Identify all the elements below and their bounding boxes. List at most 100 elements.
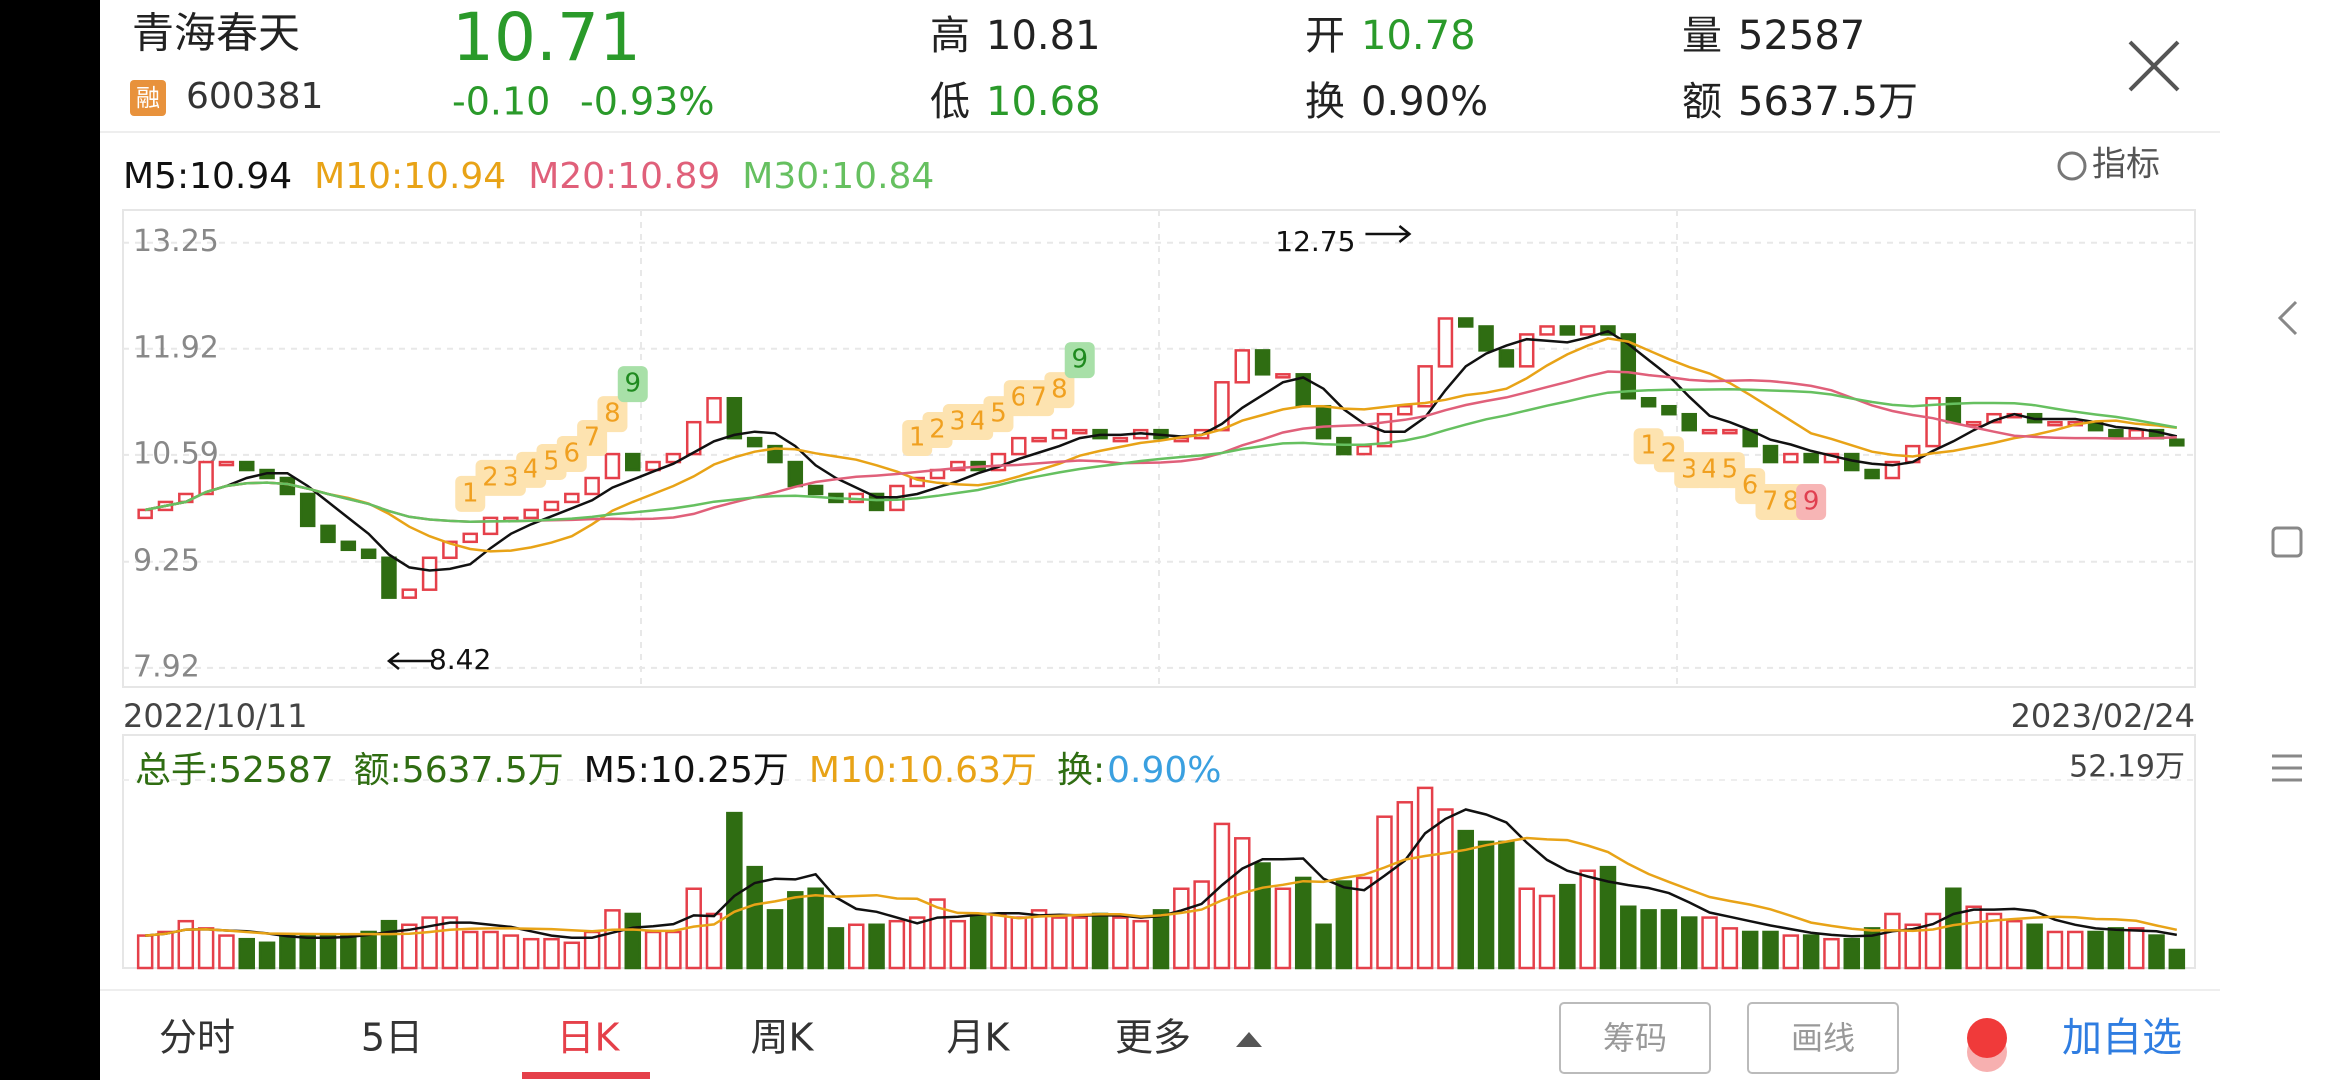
td-label: 4 (970, 407, 987, 437)
volume-bar (990, 912, 1007, 970)
candle-body (1051, 428, 1068, 440)
volume-bar (1823, 937, 1840, 970)
td-label: 2 (929, 415, 946, 445)
candle-body (1397, 404, 1413, 416)
tool-button[interactable]: 画线 (1791, 1019, 1855, 1057)
candle-body (1681, 412, 1697, 432)
volume-bar (563, 941, 581, 970)
volume-bar (644, 930, 662, 970)
volume-legend: 总手:52587 (135, 750, 334, 791)
candle-body (1803, 452, 1819, 464)
y-tick-label: 13.25 (133, 224, 219, 259)
tab[interactable]: 周K (751, 1016, 815, 1060)
candle-body (909, 476, 925, 488)
tool-button[interactable]: 筹码 (1603, 1019, 1667, 1057)
td-label: 9 (624, 369, 641, 399)
volume-bar (868, 923, 885, 970)
y-tick-label: 9.25 (133, 543, 200, 578)
volume-bar (1335, 880, 1353, 970)
volume-bar (1173, 887, 1190, 970)
td-badge (1064, 342, 1095, 379)
stat-label: 量 (1682, 13, 1722, 59)
td-label: 1 (909, 423, 926, 453)
volume-bar (787, 891, 804, 970)
candle-body (645, 460, 661, 472)
volume-bar (177, 919, 195, 970)
candle-body (442, 540, 458, 560)
tab[interactable]: 5日 (361, 1016, 423, 1060)
volume-bar (421, 916, 438, 970)
td-label: 6 (1742, 471, 1759, 501)
badge: 融 (136, 84, 160, 112)
stat-label: 高 (930, 13, 970, 59)
td-label: 5 (1722, 455, 1739, 485)
candle-body (1478, 325, 1494, 352)
ma-line (144, 387, 2178, 523)
candle-body (1640, 396, 1657, 408)
tab[interactable]: 月K (947, 1016, 1011, 1060)
close-button[interactable] (2128, 40, 2180, 92)
home-icon[interactable] (2271, 526, 2303, 558)
volume-bar (461, 930, 479, 970)
volume-bar (360, 930, 377, 970)
td-badge (617, 366, 648, 403)
stat-value: 10.68 (986, 79, 1101, 125)
menu-icon[interactable] (2272, 754, 2302, 782)
volume-bar (766, 909, 784, 970)
candle-body (1498, 349, 1515, 368)
volume-bar (1457, 829, 1475, 970)
volume-legend: M5:10.25万 (584, 750, 789, 791)
add-watchlist[interactable]: 加自选 (2062, 1015, 2182, 1061)
candle-body (1518, 333, 1535, 368)
indicator-button[interactable]: 指标 (2092, 145, 2160, 185)
volume-bar (1579, 869, 1596, 970)
volume-bar (319, 934, 337, 970)
td-badge (1044, 372, 1075, 409)
stat-label: 额 (1682, 79, 1722, 125)
tab[interactable]: 分时 (159, 1016, 235, 1060)
volume-bar (1274, 887, 1292, 970)
volume-bar (2046, 930, 2064, 970)
candle-body (218, 460, 235, 467)
candle-body (1864, 468, 1880, 480)
candle-body (401, 588, 418, 599)
td-label: 3 (503, 462, 520, 492)
td-label: 8 (1051, 375, 1068, 405)
back-icon[interactable] (2277, 300, 2298, 336)
volume-bar (1843, 937, 1861, 970)
volume-bar (705, 912, 723, 970)
candle-body (299, 492, 316, 528)
stat-label: 换 (1305, 79, 1345, 125)
candle-body (564, 492, 580, 504)
volume-legend: M10:10.63万 (809, 750, 1037, 791)
ma-legend: M10:10.94 (314, 156, 506, 197)
volume-bar (2127, 927, 2145, 970)
candle-body (2047, 420, 2063, 427)
badge-bg (130, 80, 166, 116)
candle-body (2169, 438, 2185, 447)
volume-bar (1294, 876, 1312, 970)
volume-bar (969, 912, 987, 970)
annotation-arrow (386, 652, 433, 670)
volume-bar (1152, 909, 1170, 970)
volume-bar (1010, 916, 1028, 970)
candle-body (1579, 325, 1596, 336)
more-arrow (1236, 1032, 1262, 1047)
volume-bar (2148, 934, 2165, 970)
volume-bar (807, 887, 824, 970)
volume-bar (299, 934, 316, 970)
volume-bar (136, 934, 154, 970)
volume-bar (157, 930, 174, 970)
candle-body (1011, 436, 1027, 456)
candle-body (1234, 349, 1251, 384)
volume-bar (1477, 840, 1495, 970)
volume-bar (888, 919, 906, 970)
volume-bar (1376, 815, 1393, 970)
volume-bar (380, 919, 398, 970)
td-label: 4 (1701, 455, 1718, 485)
tab[interactable]: 日K (557, 1016, 621, 1060)
td-label: 1 (462, 478, 479, 508)
tab[interactable]: 更多 (1115, 1016, 1191, 1060)
volume-bar (1193, 880, 1210, 970)
record-dot[interactable] (1967, 1018, 2007, 1058)
